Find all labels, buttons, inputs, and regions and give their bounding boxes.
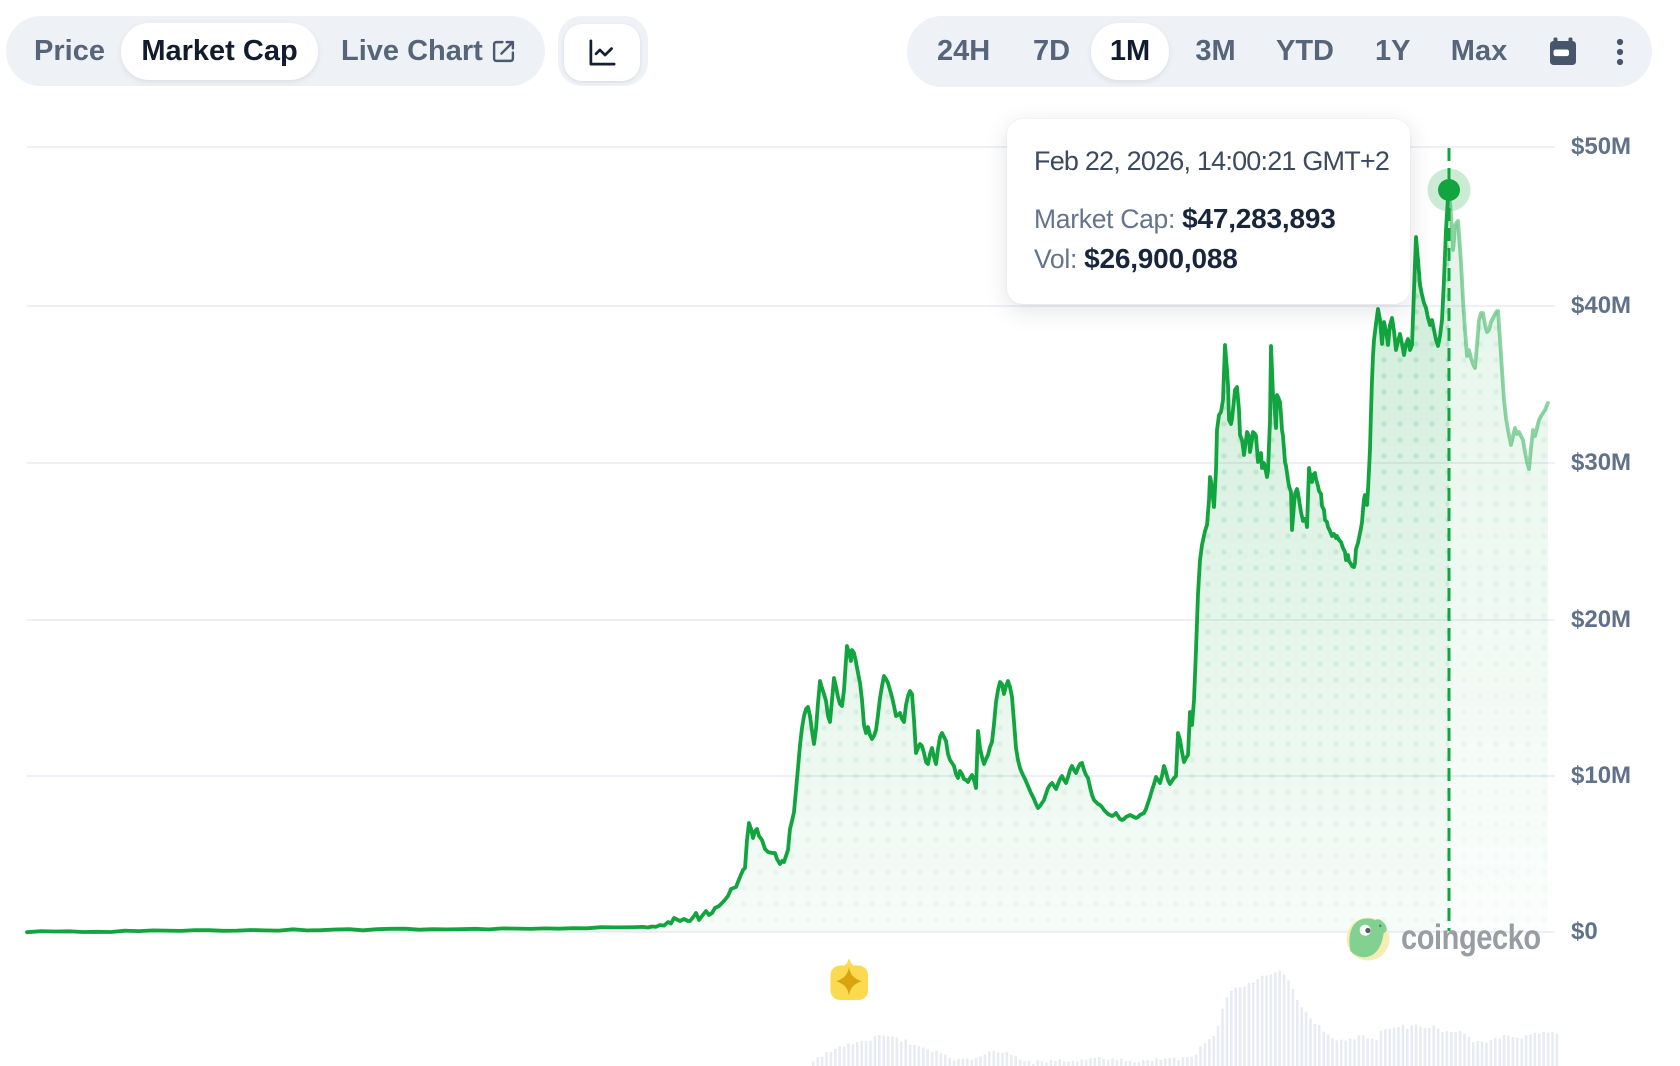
svg-text:coingecko: coingecko [1401,917,1541,956]
